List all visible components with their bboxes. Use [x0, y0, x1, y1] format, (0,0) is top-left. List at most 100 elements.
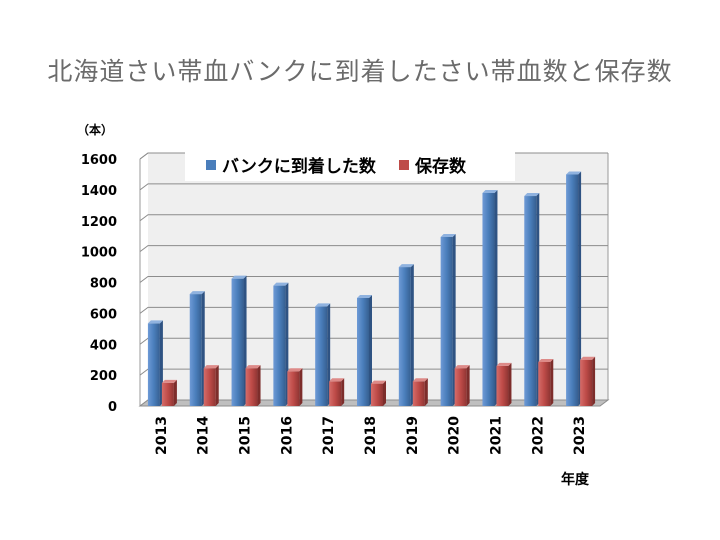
bar-stored [371, 380, 386, 406]
bar-arrived [440, 233, 456, 406]
bar-top [524, 193, 540, 197]
bar-stored [161, 379, 177, 406]
bar-side [494, 189, 498, 406]
bar-stored [454, 365, 470, 406]
bar-stored [245, 365, 261, 406]
bar-side [508, 362, 512, 406]
bar-side [327, 303, 331, 406]
legend-swatch [206, 160, 216, 170]
y-tick-label: 400 [90, 338, 117, 353]
bar-front [412, 381, 425, 406]
bar-side [550, 359, 554, 406]
bar-arrived [315, 303, 331, 406]
bar-top [496, 362, 512, 366]
bar-front [147, 323, 160, 406]
bar-arrived [357, 294, 372, 406]
bar-top [538, 359, 554, 363]
bar-side [410, 264, 414, 406]
bar-side [369, 294, 372, 406]
bar-front [203, 368, 216, 406]
bar-arrived [566, 171, 582, 406]
x-axis-title: 年度 [561, 471, 590, 488]
bar-front [371, 383, 383, 406]
bar-stored [580, 356, 596, 406]
bar-stored [412, 378, 428, 406]
bar-front [245, 368, 258, 406]
y-tick-label: 1400 [81, 184, 117, 199]
bar-front [231, 278, 244, 406]
bar-top [245, 365, 261, 369]
bar-arrived [147, 320, 163, 406]
bar-arrived [273, 282, 289, 406]
bar-front [538, 362, 551, 406]
bar-top [315, 303, 331, 307]
bar-top [482, 189, 498, 193]
legend-label: バンクに到着した数 [222, 156, 377, 177]
x-tick-label: 2021 [488, 416, 504, 455]
x-tick-label: 2018 [363, 416, 379, 455]
bars [147, 171, 596, 406]
y-tick-label: 600 [90, 307, 117, 322]
bar-front [161, 382, 174, 406]
y-tick-label: 1000 [81, 246, 117, 261]
gridline [139, 214, 608, 222]
x-tick-label: 2019 [405, 416, 421, 455]
x-tick-label: 2014 [196, 416, 212, 455]
bar-top [440, 233, 456, 237]
bar-front [496, 365, 509, 406]
y-tick-label: 1600 [81, 153, 117, 168]
bar-top [329, 378, 345, 382]
bar-top [412, 378, 428, 382]
bar-front [329, 381, 342, 406]
bar-front [287, 371, 300, 406]
bar-side [341, 378, 345, 406]
bar-top [357, 294, 372, 298]
x-tick-label: 2022 [530, 416, 546, 455]
y-axis-unit-label: （本） [77, 122, 113, 137]
bar-side [257, 365, 261, 406]
x-tick-label: 2017 [321, 416, 337, 455]
bar-top [454, 365, 470, 369]
bar-top [273, 282, 289, 286]
bar-front [482, 192, 495, 406]
x-axis-ticks: 2013 2014 2015 2016 2017 2018 2019 2020 2021 2022… [154, 416, 588, 455]
legend-background [185, 151, 515, 181]
bar-top [147, 320, 163, 324]
x-tick-label: 2023 [572, 416, 588, 455]
legend-label: 保存数 [414, 156, 467, 177]
bar-front [357, 297, 369, 406]
bar-side [578, 171, 582, 406]
bar-top [398, 264, 414, 268]
bar-top [287, 368, 303, 372]
y-axis-ticks: 0 200 400 600 800 1000 1200 1400 1600 [81, 153, 117, 415]
bar-top [580, 356, 596, 360]
bar-side [215, 365, 219, 406]
bar-front [398, 267, 411, 406]
bar-stored [287, 368, 303, 406]
legend: バンクに到着した数 保存数 [185, 151, 515, 181]
bar-top [231, 275, 247, 279]
bar-front [524, 196, 537, 406]
bar-front [440, 236, 453, 406]
bar-side [424, 378, 428, 406]
bar-side [383, 380, 386, 406]
x-tick-label: 2015 [238, 416, 254, 455]
bar-side [452, 233, 456, 406]
bar-side [536, 193, 540, 406]
bar-arrived [398, 264, 414, 406]
bar-arrived [231, 275, 247, 406]
bar-stored [538, 359, 554, 406]
y-tick-label: 0 [108, 400, 117, 415]
bar-arrived [482, 189, 498, 406]
x-tick-label: 2016 [279, 416, 295, 455]
bar-top [566, 171, 582, 175]
y-tick-label: 200 [90, 369, 117, 384]
bar-stored [496, 362, 512, 406]
bar-stored [203, 365, 219, 406]
bar-front [454, 368, 467, 406]
x-tick-label: 2020 [447, 416, 463, 455]
x-tick-label: 2013 [154, 416, 170, 455]
bar-top [203, 365, 219, 369]
bar-front [580, 359, 593, 406]
